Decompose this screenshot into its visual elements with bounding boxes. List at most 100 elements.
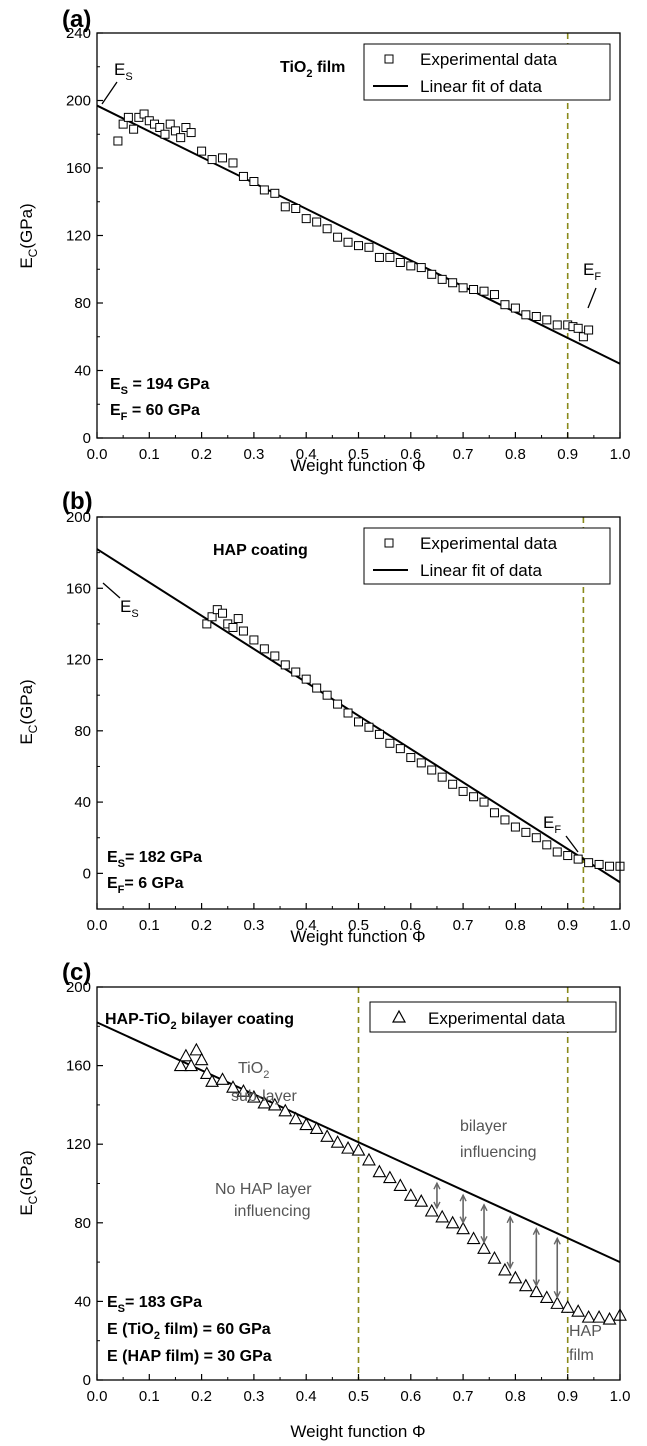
data-point [118, 119, 128, 129]
data-point [113, 136, 123, 146]
panel-a-ticks: 0.0 0.1 0.2 0.3 0.4 0.5 0.6 0.7 0.8 0.9 1.0 0 40 80 12… [66, 25, 630, 463]
c-no-hap-label: No HAP layer [215, 1181, 312, 1198]
panel-c-ticks: 0.0 0.1 0.2 0.3 0.4 0.5 0.6 0.7 0.8 0.9 1.0 0 40 80 12… [66, 979, 630, 1405]
data-point [437, 274, 447, 284]
legend-exp-label: Experimental data [420, 534, 558, 553]
panel-c-legend: Experimental data [369, 1001, 617, 1033]
x-tick-label: 0.0 [87, 446, 108, 463]
x-tick-label: 0.1 [139, 917, 160, 934]
x-tick-label: 0.7 [453, 446, 474, 463]
data-point [351, 1142, 366, 1156]
b-es-annotation: ES [120, 597, 139, 620]
y-tick-label: 80 [74, 1215, 91, 1232]
data-point [498, 1262, 512, 1276]
data-point [343, 237, 353, 247]
x-tick-label: 0.0 [87, 917, 108, 934]
data-point [469, 792, 479, 802]
data-point [249, 177, 259, 186]
c-no-hap-label2: influencing [234, 1203, 311, 1220]
data-point [309, 1121, 324, 1135]
data-point [542, 315, 552, 325]
data-point [246, 1089, 261, 1103]
data-point [301, 214, 311, 224]
y-tick-label: 40 [74, 794, 91, 811]
x-tick-label: 0.3 [243, 446, 264, 463]
x-tick-label: 1.0 [610, 446, 631, 463]
data-point [218, 608, 228, 618]
panel-b-ylabel: EC(GPa) [17, 679, 40, 744]
data-point [531, 312, 541, 321]
data-point [257, 1095, 272, 1109]
data-point [573, 323, 583, 333]
data-point [448, 779, 458, 789]
legend-exp-label: Experimental data [428, 1009, 566, 1028]
data-point [374, 729, 384, 739]
arrow-head-up [532, 1227, 540, 1236]
data-point [354, 717, 363, 727]
data-point [382, 1170, 397, 1184]
x-tick-label: 0.9 [557, 1388, 578, 1405]
data-point [445, 1215, 460, 1229]
fit-line [96, 548, 621, 884]
c-tio2-sublayer-label2: sub-layer [231, 1088, 297, 1105]
y-tick-label: 80 [74, 295, 91, 312]
a-ef-pointer [587, 287, 597, 309]
x-tick-label: 0.8 [505, 917, 526, 934]
arrow-head-up [553, 1236, 561, 1245]
data-point [181, 123, 191, 132]
panel-c-xlabel: Weight function Φ [290, 1422, 425, 1441]
data-point [129, 124, 139, 134]
legend-triangle-marker [391, 1009, 407, 1023]
x-tick-label: 0.5 [348, 1388, 369, 1405]
data-point [500, 300, 510, 310]
arrow-head-up [433, 1181, 441, 1190]
fit-line [96, 104, 621, 365]
panel-c-label: (c) [62, 959, 91, 986]
data-point [278, 1103, 293, 1117]
data-point [500, 815, 510, 825]
data-point [270, 651, 280, 661]
x-tick-label: 0.5 [348, 446, 369, 463]
data-point [160, 129, 170, 139]
data-point [354, 241, 363, 251]
y-tick-label: 120 [66, 652, 91, 669]
data-point [578, 332, 588, 342]
y-tick-label: 0 [83, 430, 91, 447]
data-point [416, 263, 426, 273]
arrow-head-down [433, 1201, 441, 1210]
data-point [406, 753, 416, 763]
y-tick-label: 0 [83, 865, 91, 882]
x-tick-label: 0.4 [296, 446, 317, 463]
a-es-value: ES = 194 GPa [110, 376, 210, 397]
y-tick-label: 160 [66, 160, 91, 177]
data-point [437, 772, 447, 782]
panel-c-ylabel: EC(GPa) [17, 1150, 40, 1215]
c-es-value: ES= 183 GPa [107, 1294, 202, 1315]
panel-b: (b) 0.0 0.1 0.2 0.3 0.4 0.5 0.6 0.7 0.8 0.9 1.0 0 40… [17, 488, 630, 946]
data-point [320, 1129, 335, 1142]
c-bilayer-label2: influencing [460, 1144, 537, 1161]
y-tick-label: 120 [66, 228, 91, 245]
data-point [571, 1304, 586, 1317]
data-point [226, 1080, 240, 1093]
data-point [178, 1048, 193, 1062]
data-point [584, 858, 594, 868]
data-point [395, 258, 405, 267]
panel-c: (c) 0.0 0.1 0.2 0.3 0.4 0.5 0.6 0.7 0.8 0.9 1.0 0 40… [17, 959, 630, 1441]
data-point [372, 1164, 387, 1178]
panel-a-marks [96, 33, 621, 438]
c-tio2-film-value: E (TiO2 film) = 60 GPa [107, 1321, 271, 1342]
x-tick-label: 0.9 [557, 446, 578, 463]
data-point [215, 1072, 230, 1085]
x-tick-label: 0.6 [400, 446, 421, 463]
data-point [458, 786, 468, 796]
data-point [189, 1042, 204, 1056]
panel-a: (a) 0.0 0.1 0.2 0.3 0.4 0.5 0.6 0.7 0.8 0.9 1.0 0 40… [17, 6, 630, 475]
data-point [233, 614, 243, 624]
y-tick-label: 200 [66, 509, 91, 526]
panel-c-marks [96, 987, 627, 1380]
b-ef-annotation: EF [543, 813, 561, 836]
c-hap-film-value: E (HAP film) = 30 GPa [107, 1348, 272, 1365]
x-tick-label: 0.1 [139, 1388, 160, 1405]
